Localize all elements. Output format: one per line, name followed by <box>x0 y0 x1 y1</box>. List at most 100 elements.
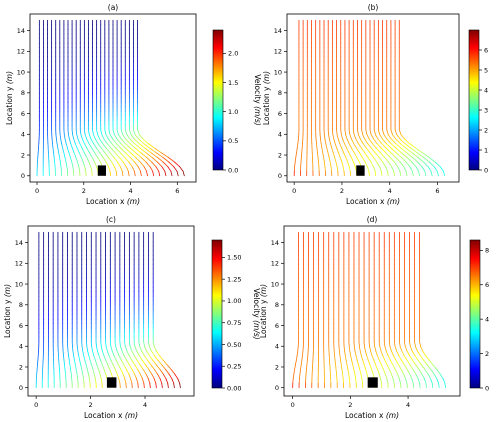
obstacle <box>106 377 117 388</box>
streamline <box>323 19 333 177</box>
panel-title: (c) <box>106 215 116 224</box>
streamline <box>361 19 389 177</box>
y-tick-label: 2 <box>19 363 23 371</box>
streamline <box>116 19 155 177</box>
streamline <box>298 231 304 389</box>
streamline <box>398 19 446 177</box>
streamline <box>75 19 93 177</box>
x-axis-label: Location x (m) <box>346 197 400 206</box>
colorbar-tick-label: 0.25 <box>227 363 241 371</box>
streamline <box>152 231 181 389</box>
colorbar-tick-label: 0.50 <box>227 341 241 349</box>
streamline <box>336 19 352 177</box>
streamline <box>311 231 314 389</box>
streamline <box>378 231 396 389</box>
y-tick-label: 8 <box>278 89 282 97</box>
y-tick-label: 14 <box>274 27 282 35</box>
y-tick-label: 14 <box>271 239 279 247</box>
panel-title: (d) <box>367 215 378 224</box>
streamline <box>63 19 75 177</box>
streamline <box>119 231 139 389</box>
colorbar-tick-label: 1.50 <box>227 254 241 262</box>
panel-a: 0 2 4 6 0 2 4 6 8 10 12 14 (a) Location x (m) Location… <box>5 3 262 206</box>
y-tick-label: 0 <box>19 384 23 392</box>
x-axis-label: Location x (m) <box>84 411 138 420</box>
axes-frame <box>27 225 195 397</box>
colorbar-tick-label: 8 <box>485 247 489 255</box>
y-tick-label: 0 <box>21 172 25 180</box>
streamline <box>57 231 61 389</box>
streamline <box>71 231 79 389</box>
streamline <box>112 19 148 177</box>
streamline <box>331 19 345 177</box>
y-tick-label: 12 <box>17 48 25 56</box>
colorbar-gradient <box>211 239 223 389</box>
streamline <box>88 19 112 177</box>
streamline <box>383 231 402 389</box>
y-tick-label: 2 <box>275 363 279 371</box>
x-axis-label: Location x (m) <box>345 411 399 420</box>
panel-title: (b) <box>368 3 379 12</box>
streamline <box>55 19 62 177</box>
axes-frame <box>286 13 460 183</box>
obstacle <box>367 377 378 388</box>
streamline <box>369 19 402 177</box>
streamline <box>319 19 326 177</box>
x-tick-label: 4 <box>388 187 392 195</box>
streamline <box>377 19 414 177</box>
x-tick-label: 2 <box>348 401 352 409</box>
streamline <box>338 231 345 389</box>
y-tick-label: 4 <box>19 343 23 351</box>
streamlines <box>35 231 181 389</box>
streamline <box>86 231 97 389</box>
colorbar-tick-label: 1.5 <box>228 79 238 87</box>
x-tick-label: 0 <box>291 401 295 409</box>
streamline <box>92 19 118 177</box>
streamline <box>81 231 91 389</box>
colorbar-tick-label: 2 <box>484 126 488 134</box>
y-axis-label: Location y (m) <box>262 71 271 125</box>
streamline <box>343 231 351 389</box>
streamline <box>36 19 40 177</box>
colorbar-tick-label: 0 <box>485 384 489 392</box>
streamline <box>128 231 151 389</box>
streamline <box>315 19 320 177</box>
colorbar-tick-label: 0 <box>484 166 488 174</box>
y-tick-label: 4 <box>278 131 282 139</box>
streamline <box>323 231 325 389</box>
streamline <box>353 231 364 389</box>
streamline <box>419 231 446 389</box>
streamline <box>327 19 339 177</box>
panel-c: 0 2 4 0 2 4 6 8 10 12 14 (c) Location x (m) Location … <box>3 215 261 420</box>
streamline <box>348 19 370 177</box>
streamline <box>399 231 421 389</box>
colorbar-label: Velocity (m/s) <box>253 74 262 125</box>
streamline <box>333 231 338 389</box>
y-tick-label: 14 <box>15 239 23 247</box>
y-tick-label: 10 <box>17 68 25 76</box>
streamlines <box>292 231 446 389</box>
y-tick-label: 8 <box>19 301 23 309</box>
colorbar-gradient <box>468 29 480 171</box>
x-tick-label: 4 <box>128 187 132 195</box>
colorbar-tick-label: 1.0 <box>228 108 238 116</box>
colorbar-tick-label: 0.5 <box>228 137 238 145</box>
panel-title: (a) <box>108 3 119 12</box>
streamline <box>71 19 87 177</box>
streamline <box>137 19 185 177</box>
y-tick-label: 6 <box>275 322 279 330</box>
x-tick-label: 6 <box>435 187 439 195</box>
y-tick-label: 0 <box>278 172 282 180</box>
colorbar-tick-label: 1 <box>484 146 488 154</box>
streamline <box>105 231 121 389</box>
axes-frame <box>283 225 461 397</box>
streamline <box>76 231 85 389</box>
colorbar-tick-label: 0.00 <box>227 384 241 392</box>
streamline <box>368 231 383 389</box>
streamline <box>352 19 377 177</box>
colorbar-tick-label: 4 <box>485 315 489 323</box>
streamline <box>133 19 179 177</box>
streamline <box>414 231 440 389</box>
y-tick-label: 4 <box>21 131 25 139</box>
